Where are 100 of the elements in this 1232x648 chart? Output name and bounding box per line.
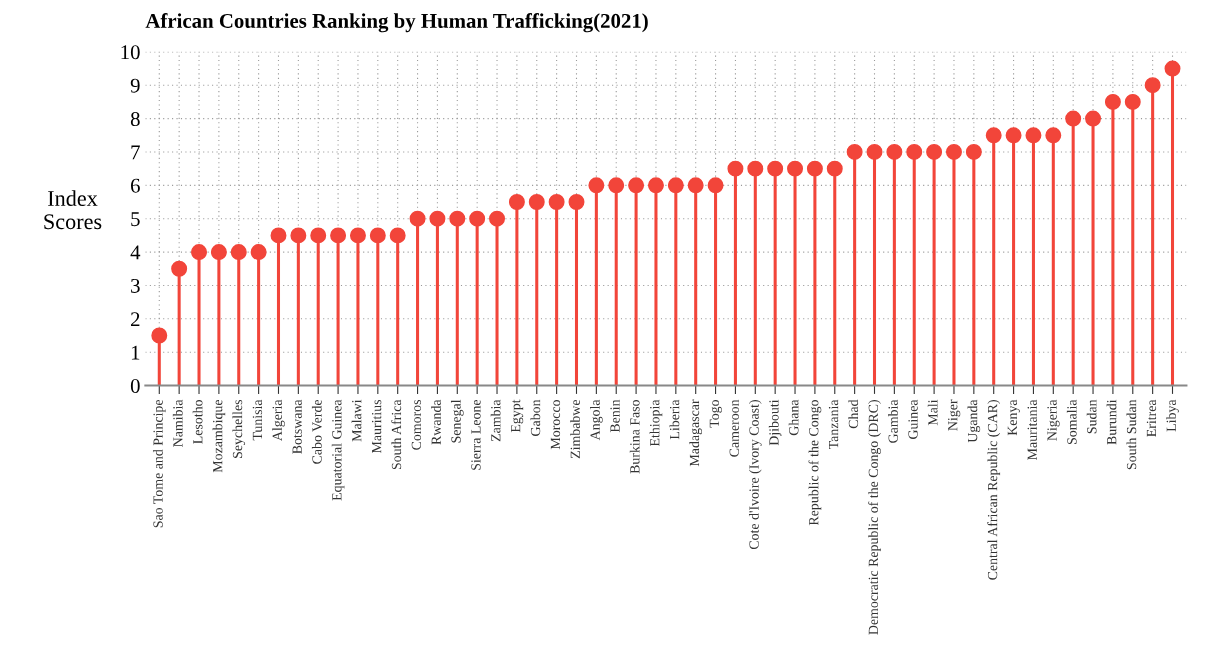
x-tick-label: Somalia bbox=[1066, 399, 1077, 445]
point bbox=[310, 227, 327, 244]
point bbox=[568, 194, 585, 210]
x-tick-label: Cabo Verde bbox=[311, 399, 322, 464]
point bbox=[826, 160, 843, 177]
point bbox=[409, 210, 426, 227]
x-tick-label: Liberia bbox=[669, 399, 680, 440]
x-tick-label: Sao Tome and Principe bbox=[152, 399, 166, 528]
x-tick-label: Algeria bbox=[272, 399, 285, 441]
x-tick-label: Republic of the Congo bbox=[808, 399, 822, 526]
x-tick-label: Mauritius bbox=[371, 399, 382, 454]
y-tick-label: 9 bbox=[130, 78, 140, 93]
point bbox=[369, 227, 386, 244]
x-tick-label: Comoros bbox=[411, 399, 422, 450]
x-tick-label: Democratic Republic of the Congo (DRC) bbox=[868, 400, 881, 635]
x-tick-label: Namibia bbox=[172, 399, 183, 447]
point bbox=[985, 127, 1002, 144]
x-tick-label: Tunisia bbox=[252, 399, 263, 441]
point bbox=[469, 210, 486, 227]
x-tick-label: Angola bbox=[590, 399, 603, 441]
x-tick-label: Sudan bbox=[1086, 399, 1097, 434]
point bbox=[528, 194, 545, 210]
point bbox=[1085, 110, 1102, 127]
x-tick-label: Zimbabwe bbox=[570, 399, 580, 459]
x-tick-label: Nigeria bbox=[1047, 399, 1060, 441]
point bbox=[290, 227, 307, 244]
point bbox=[727, 160, 744, 177]
x-tick-label: Seychelles bbox=[232, 399, 246, 458]
y-axis-title: Index Scores bbox=[44, 190, 102, 230]
x-tick-label: Djibouti bbox=[768, 399, 782, 446]
point bbox=[1104, 93, 1121, 110]
x-tick-label: Uganda bbox=[967, 399, 981, 443]
point bbox=[349, 227, 366, 244]
point bbox=[1164, 60, 1181, 77]
point bbox=[1065, 110, 1082, 127]
point bbox=[449, 210, 466, 227]
point bbox=[787, 160, 804, 177]
point bbox=[906, 143, 923, 160]
y-tick-label: 2 bbox=[131, 312, 140, 327]
point bbox=[707, 177, 724, 194]
x-tick-label: Senegal bbox=[450, 399, 464, 443]
x-tick-label: Mozambique bbox=[212, 399, 226, 473]
point bbox=[429, 210, 446, 227]
point bbox=[747, 160, 764, 177]
point bbox=[886, 143, 903, 160]
point bbox=[191, 244, 207, 261]
x-tick-label: Malawi bbox=[351, 399, 362, 442]
point bbox=[230, 244, 247, 261]
x-tick-label: Ethiopia bbox=[649, 399, 663, 447]
x-tick-label: Libya bbox=[1166, 399, 1179, 432]
x-tick-label: Niger bbox=[948, 399, 961, 431]
point bbox=[210, 244, 227, 261]
x-tick-label: Lesotho bbox=[192, 399, 203, 444]
point bbox=[548, 194, 565, 210]
x-tick-label: Eritrea bbox=[1146, 399, 1157, 437]
point bbox=[489, 210, 506, 227]
point bbox=[1124, 93, 1141, 110]
point bbox=[806, 160, 823, 177]
point bbox=[250, 244, 267, 261]
y-tick-label: 7 bbox=[131, 145, 140, 160]
point bbox=[926, 143, 943, 160]
x-tick-label: Chad bbox=[848, 399, 859, 429]
x-tick-label: Ghana bbox=[788, 399, 799, 436]
point bbox=[1144, 77, 1161, 94]
x-tick-label: Equatorial Guinea bbox=[331, 399, 345, 501]
x-tick-label: Guinea bbox=[908, 399, 918, 439]
y-tick-label: 5 bbox=[131, 212, 140, 227]
point bbox=[151, 327, 168, 344]
x-tick-label: Benin bbox=[610, 399, 620, 433]
y-tick-label: 1 bbox=[131, 345, 140, 360]
point bbox=[846, 143, 863, 160]
x-tick-label: Gambia bbox=[888, 399, 898, 443]
x-tick-label: South Africa bbox=[391, 399, 402, 470]
y-tick-label: 4 bbox=[130, 245, 141, 260]
x-tick-label: Burundi bbox=[1106, 399, 1117, 445]
x-tick-label: Egypt bbox=[511, 399, 524, 433]
point bbox=[767, 160, 784, 177]
point bbox=[389, 227, 406, 244]
point bbox=[608, 177, 625, 194]
x-tick-label: Gabon bbox=[530, 399, 541, 436]
point bbox=[588, 177, 605, 194]
point bbox=[508, 194, 525, 210]
point bbox=[628, 177, 645, 194]
point bbox=[1045, 127, 1062, 144]
x-tick-label: Madagascar bbox=[689, 399, 703, 467]
point bbox=[1025, 127, 1042, 144]
y-tick-label: 6 bbox=[130, 178, 140, 193]
x-tick-label: South Sudan bbox=[1126, 399, 1137, 470]
point bbox=[945, 143, 962, 160]
x-tick-label: Burkina Faso bbox=[629, 399, 640, 474]
y-tick-label: 3 bbox=[131, 278, 140, 293]
x-tick-label: Morocco bbox=[550, 399, 561, 450]
chart-title: African Countries Ranking by Human Trafficking(2021) bbox=[145, 13, 648, 33]
x-tick-label: Mali bbox=[927, 399, 938, 426]
x-tick-label: Zambia bbox=[490, 399, 501, 442]
point bbox=[1005, 127, 1022, 144]
point bbox=[866, 143, 883, 160]
x-tick-label: Sierra Leone bbox=[471, 399, 481, 470]
point bbox=[667, 177, 684, 194]
point bbox=[270, 227, 287, 244]
